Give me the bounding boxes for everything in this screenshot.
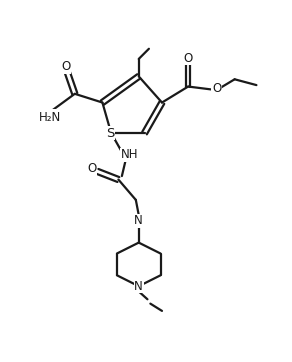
Text: O: O	[61, 60, 71, 73]
Text: O: O	[183, 52, 193, 65]
Text: O: O	[87, 162, 96, 175]
Text: N: N	[134, 214, 143, 227]
Text: NH₂: NH₂	[37, 110, 60, 123]
Text: NH: NH	[121, 148, 138, 161]
Text: S: S	[106, 127, 115, 140]
Text: H₂N: H₂N	[38, 110, 61, 123]
Text: N: N	[134, 280, 143, 293]
Text: O: O	[212, 81, 221, 94]
